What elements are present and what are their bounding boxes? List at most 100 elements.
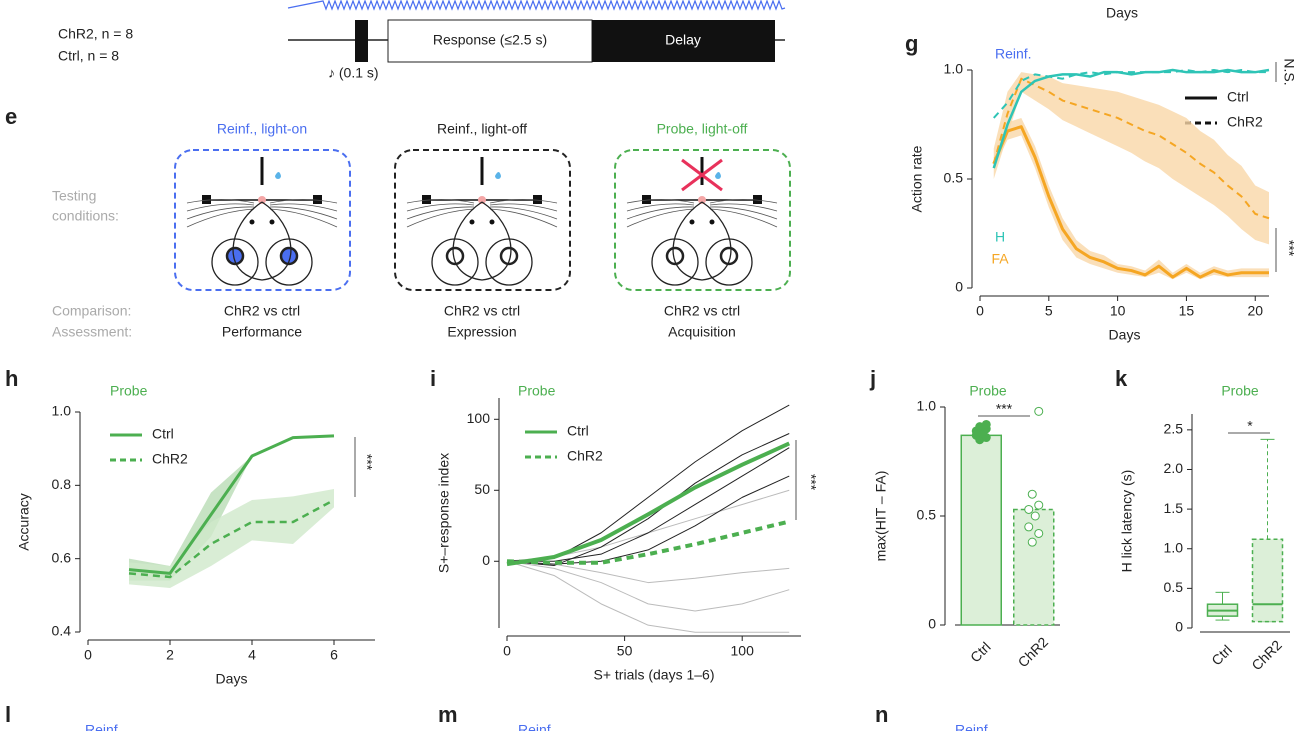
- annotation: ***: [359, 454, 375, 471]
- post: [753, 195, 762, 204]
- whisker: [626, 203, 695, 212]
- tone-block: [355, 20, 368, 62]
- x-tick-label: Ctrl: [967, 639, 994, 666]
- panel-label: l: [5, 702, 11, 727]
- series-line: [992, 77, 1270, 220]
- data-point: [1027, 537, 1037, 547]
- condition-title: Probe, light-off: [657, 121, 748, 137]
- comparison: ChR2 vs ctrl: [664, 303, 740, 319]
- bar: [1013, 508, 1055, 626]
- implant: [665, 246, 685, 266]
- y-tick-label: 0.6: [52, 549, 72, 565]
- y-tick-label: 0: [1175, 619, 1183, 635]
- data-point: [1034, 406, 1044, 416]
- eye: [269, 219, 275, 225]
- series-line: [506, 441, 791, 567]
- whisker: [626, 199, 695, 204]
- x-tick-label: 50: [617, 643, 633, 659]
- x-tick-label: Ctrl: [1208, 642, 1235, 669]
- whisker: [406, 203, 475, 212]
- eye: [489, 219, 495, 225]
- implant: [279, 246, 299, 266]
- chart-title: Probe: [518, 383, 556, 399]
- x-tick-label: 0: [84, 647, 92, 663]
- data-point: [1027, 489, 1037, 499]
- x-tick-label: 15: [1179, 303, 1195, 319]
- nose: [698, 196, 706, 204]
- whisker: [406, 199, 475, 204]
- response-label: Response (≤2.5 s): [433, 32, 547, 48]
- group-label: ChR2, n = 8: [58, 26, 133, 42]
- annotation: ***: [1281, 240, 1297, 257]
- head: [672, 201, 732, 281]
- series-line: [506, 489, 790, 562]
- post: [202, 195, 211, 204]
- whisker: [269, 203, 338, 212]
- x-axis-label: Days: [216, 671, 248, 687]
- chart-title: Probe: [110, 383, 148, 399]
- x-tick-label: ChR2: [1015, 634, 1052, 671]
- whisker: [186, 199, 255, 204]
- series-line: [993, 69, 1269, 119]
- data-point: [1030, 511, 1040, 521]
- legend-label: ChR2: [567, 448, 603, 464]
- legend-label: Ctrl: [1227, 89, 1249, 105]
- post: [313, 195, 322, 204]
- panel-label: g: [905, 31, 918, 56]
- whisker: [186, 208, 255, 228]
- chart-title: Reinf.: [995, 46, 1032, 62]
- series-line: [992, 68, 1270, 169]
- legend-label: ChR2: [1227, 114, 1263, 130]
- whisker: [489, 206, 558, 220]
- post: [422, 195, 431, 204]
- panel-label: i: [430, 366, 436, 391]
- error-band: [993, 117, 1269, 280]
- x-tick-label: 5: [1045, 303, 1053, 319]
- whisker: [406, 208, 475, 228]
- panel-label: j: [869, 366, 876, 391]
- cross: [681, 158, 723, 192]
- row-label: Testing: [52, 188, 96, 204]
- post: [533, 195, 542, 204]
- y-tick-label: 0.5: [917, 507, 937, 523]
- row-label: conditions:: [52, 208, 119, 224]
- y-tick-label: 2.5: [1164, 421, 1184, 437]
- light-stimulus: [287, 0, 786, 11]
- data-point: [981, 419, 991, 429]
- annotation: ***: [996, 401, 1013, 417]
- panel-title: Reinf.: [518, 722, 555, 731]
- series-line: [506, 433, 790, 567]
- condition-title: Reinf., light-off: [437, 121, 527, 137]
- eye: [689, 219, 695, 225]
- y-tick-label: 1.0: [944, 61, 964, 77]
- series-line: [128, 434, 335, 575]
- whisker: [489, 199, 558, 204]
- row-label: Assessment:: [52, 324, 132, 340]
- whisker: [489, 203, 558, 212]
- x-tick-label: 2: [166, 647, 174, 663]
- head: [232, 201, 292, 281]
- x-tick-label: 0: [503, 643, 511, 659]
- whisker: [709, 203, 778, 212]
- comparison: ChR2 vs ctrl: [224, 303, 300, 319]
- y-axis-label: Action rate: [909, 145, 925, 212]
- annotation: FA: [991, 251, 1009, 267]
- panel-label: n: [875, 702, 888, 727]
- nose: [258, 196, 266, 204]
- y-axis-label: max(HIT – FA): [873, 471, 889, 562]
- annotation: N.S.: [1281, 58, 1297, 85]
- chart-title: Probe: [1221, 383, 1259, 399]
- whisker: [269, 199, 338, 204]
- x-axis-label: Days: [1109, 327, 1141, 343]
- y-tick-label: 0.8: [52, 476, 72, 492]
- x-tick-label: 4: [248, 647, 256, 663]
- y-tick-label: 0.4: [52, 623, 72, 639]
- axis-label: Days: [1106, 5, 1138, 21]
- x-tick-label: 20: [1247, 303, 1263, 319]
- y-tick-label: 0: [482, 552, 490, 568]
- whisker: [269, 208, 338, 228]
- panel-label: h: [5, 366, 18, 391]
- assessment: Acquisition: [668, 324, 736, 340]
- whisker: [406, 206, 475, 220]
- y-tick-label: 1.0: [917, 398, 937, 414]
